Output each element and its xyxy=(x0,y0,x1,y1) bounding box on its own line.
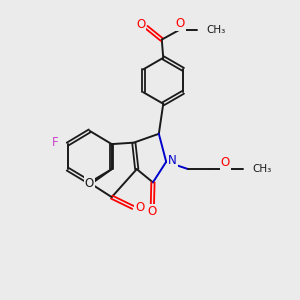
Text: O: O xyxy=(136,18,145,32)
Text: N: N xyxy=(168,154,177,166)
Text: CH₃: CH₃ xyxy=(206,25,226,35)
Text: F: F xyxy=(52,136,59,149)
Text: O: O xyxy=(148,205,157,218)
Text: O: O xyxy=(220,156,230,169)
Text: O: O xyxy=(176,16,185,30)
Text: O: O xyxy=(135,201,145,214)
Text: CH₃: CH₃ xyxy=(252,164,272,174)
Text: O: O xyxy=(85,177,94,190)
